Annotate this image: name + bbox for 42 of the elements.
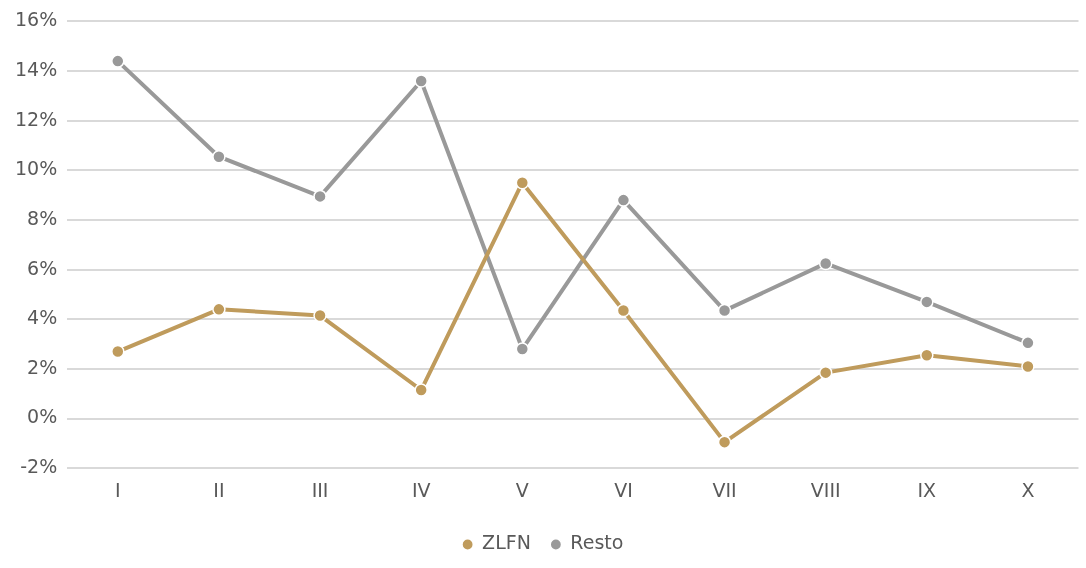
point	[212, 149, 226, 164]
y-tick-label: 2%	[27, 355, 58, 378]
x-tick-label: IX	[917, 478, 937, 501]
x-tick-label: IV	[411, 478, 431, 501]
x-tick-label: VII	[712, 478, 737, 501]
point	[515, 175, 530, 190]
y-tick-label: 0%	[27, 405, 58, 428]
point	[920, 295, 934, 309]
point	[515, 342, 530, 356]
point	[111, 54, 125, 68]
point	[1021, 359, 1035, 374]
y-tick-label: 4%	[27, 306, 58, 329]
point	[920, 348, 934, 363]
y-tick-label: 14%	[15, 57, 58, 80]
point	[111, 344, 125, 359]
legend-label: Resto	[570, 531, 624, 554]
y-tick-label: 10%	[15, 157, 58, 180]
point	[616, 193, 631, 207]
point	[313, 189, 327, 204]
y-tick-label: 6%	[27, 256, 58, 279]
point	[717, 303, 732, 318]
x-tick-label: VIII	[810, 478, 841, 501]
x-tick-label: II	[213, 478, 225, 501]
point	[1021, 336, 1035, 350]
y-tick-label: -2%	[20, 455, 58, 478]
point	[212, 302, 226, 317]
legend-label: ZLFN	[482, 531, 531, 554]
y-tick-label: 8%	[27, 206, 58, 229]
point	[414, 383, 428, 397]
x-tick-label: VI	[614, 478, 633, 501]
x-tick-label: III	[311, 478, 329, 501]
point	[818, 365, 833, 380]
point	[414, 74, 428, 88]
x-tick-label: I	[114, 478, 121, 501]
y-tick-label: 16%	[15, 8, 58, 31]
point	[818, 256, 833, 271]
y-tick-label: 12%	[15, 107, 58, 130]
point	[313, 308, 327, 323]
point	[717, 435, 732, 449]
point	[616, 303, 631, 318]
x-tick-label: X	[1021, 478, 1035, 501]
x-tick-label: V	[515, 478, 529, 501]
